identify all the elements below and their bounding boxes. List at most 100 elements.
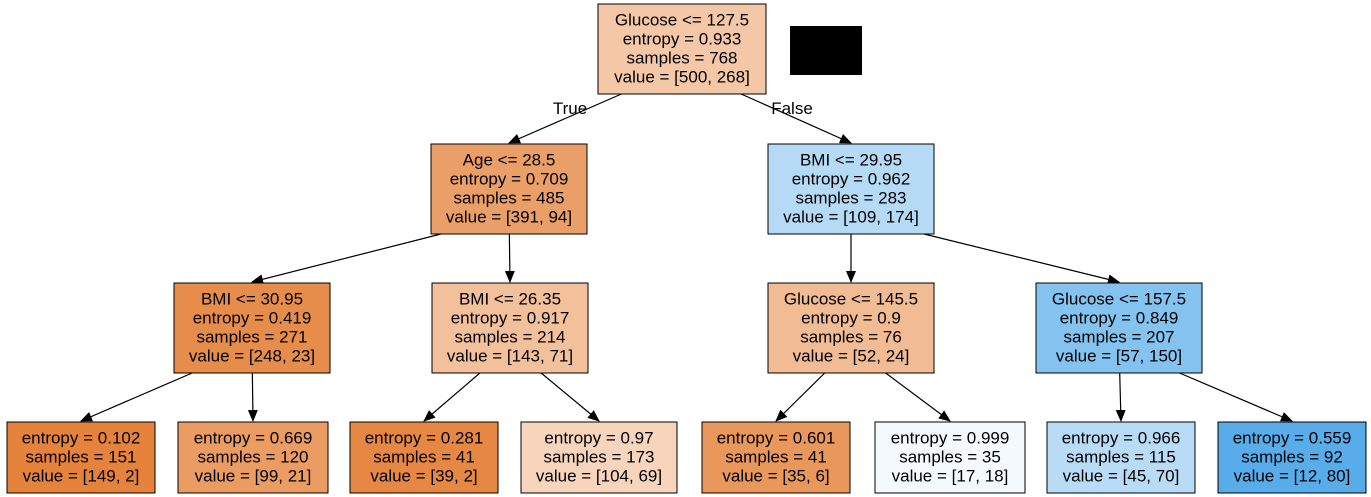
node-line: value = [109, 174] [783, 208, 919, 227]
node-line: BMI <= 29.95 [800, 151, 902, 170]
edge-root-to-bmi_right [740, 93, 852, 144]
node-line: entropy = 0.97 [544, 429, 653, 448]
node-line: value = [39, 2] [370, 467, 477, 486]
node-line: value = [57, 150] [1056, 347, 1182, 366]
node-line: value = [149, 2] [23, 467, 140, 486]
edge-glu_1455-to-leaf6 [885, 372, 951, 422]
node-line: samples = 768 [626, 49, 737, 68]
node-box [349, 421, 499, 494]
node-line: value = [35, 6] [722, 467, 829, 486]
node-line: samples = 207 [1063, 328, 1174, 347]
edge-bmi_3095-to-leaf1 [80, 372, 193, 422]
node-box [430, 143, 588, 235]
node-line: entropy = 0.281 [365, 429, 484, 448]
node-line: entropy = 0.559 [1233, 429, 1352, 448]
node-box [520, 421, 678, 494]
node-line: entropy = 0.849 [1060, 309, 1179, 328]
node-line: value = [143, 71] [447, 347, 573, 366]
node-line: Glucose <= 127.5 [615, 11, 749, 30]
node-line: samples = 35 [899, 448, 1001, 467]
node-line: samples = 151 [25, 448, 136, 467]
node-line: samples = 120 [197, 448, 308, 467]
node-line: entropy = 0.9 [801, 309, 901, 328]
node-line: samples = 283 [795, 189, 906, 208]
edge-root-to-age [508, 93, 622, 144]
node-line: samples = 485 [453, 189, 564, 208]
node-box [173, 282, 331, 374]
node-line: BMI <= 30.95 [201, 290, 303, 309]
edge-glu_1575-to-leaf7 [1115, 372, 1126, 422]
node-line: samples = 41 [725, 448, 827, 467]
node-line: samples = 92 [1241, 448, 1343, 467]
node-line: Glucose <= 145.5 [784, 290, 918, 309]
node-box [767, 143, 935, 235]
node-box [597, 3, 767, 95]
node-box [177, 421, 329, 494]
node-line: entropy = 0.917 [451, 309, 570, 328]
node-box [1046, 421, 1196, 494]
node-line: value = [391, 94] [446, 208, 572, 227]
redaction-box [790, 26, 862, 75]
node-line: BMI <= 26.35 [459, 290, 561, 309]
node-box [1035, 282, 1203, 374]
node-box [1217, 421, 1367, 494]
node-line: value = [45, 70] [1063, 467, 1180, 486]
edge-bmi_2635-to-leaf4 [540, 372, 600, 422]
node-line: value = [12, 80] [1234, 467, 1351, 486]
node-line: value = [52, 24] [793, 347, 910, 366]
node-line: value = [99, 21] [195, 467, 312, 486]
node-line: Glucose <= 157.5 [1052, 290, 1186, 309]
node-line: entropy = 0.933 [623, 30, 742, 49]
node-line: samples = 41 [373, 448, 475, 467]
node-line: Age <= 28.5 [463, 151, 556, 170]
edge-glu_1455-to-leaf5 [775, 372, 826, 422]
node-line: samples = 115 [1066, 448, 1176, 467]
node-line: value = [104, 69] [536, 467, 662, 486]
node-line: samples = 76 [800, 328, 902, 347]
node-line: samples = 173 [543, 448, 654, 467]
node-line: entropy = 0.102 [22, 429, 141, 448]
edge-age-to-bmi_2635 [504, 233, 515, 283]
edge-bmi_3095-to-leaf2 [247, 372, 258, 422]
node-line: entropy = 0.669 [194, 429, 313, 448]
node-line: entropy = 0.966 [1062, 429, 1181, 448]
node-box [701, 421, 851, 494]
node-line: entropy = 0.601 [717, 429, 836, 448]
edge-bmi_right-to-glu_1575 [923, 233, 1120, 285]
node-line: value = [248, 23] [189, 347, 315, 366]
node-box [874, 421, 1026, 494]
node-line: value = [500, 268] [614, 68, 750, 87]
node-line: entropy = 0.962 [792, 170, 911, 189]
node-line: samples = 271 [196, 328, 307, 347]
node-line: value = [17, 18] [892, 467, 1009, 486]
edges-layer [80, 93, 1293, 422]
edge-glu_1575-to-leaf8 [1179, 372, 1293, 422]
node-line: entropy = 0.419 [193, 309, 312, 328]
node-line: entropy = 0.709 [450, 170, 569, 189]
edge-age-to-bmi_3095 [251, 233, 442, 285]
node-line: samples = 214 [454, 328, 565, 347]
node-line: entropy = 0.999 [891, 429, 1010, 448]
node-box [6, 421, 156, 494]
edge-label-false: False [771, 99, 813, 118]
edge-bmi_2635-to-leaf3 [423, 372, 481, 422]
node-box [767, 282, 935, 374]
edge-label-true: True [553, 99, 587, 118]
